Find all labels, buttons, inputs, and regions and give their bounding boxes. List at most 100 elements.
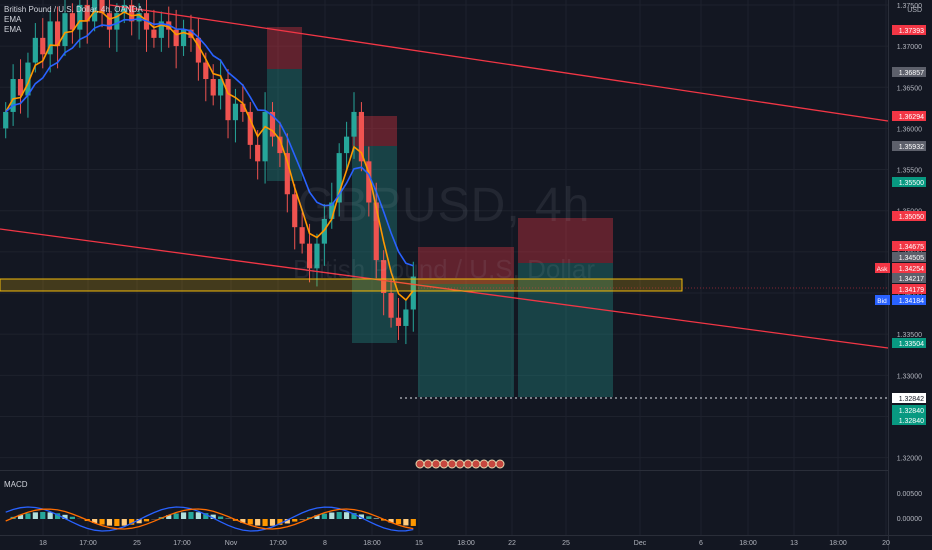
price-tag-value: 1.32840 xyxy=(899,408,924,415)
price-tag-value: 1.34254 xyxy=(899,266,924,273)
candle-body xyxy=(17,79,24,96)
price-tag-value: 1.37393 xyxy=(899,28,924,35)
candle-body xyxy=(25,62,31,96)
candle-body xyxy=(62,13,68,47)
macd-legend[interactable]: MACD xyxy=(4,480,28,489)
price-tag xyxy=(892,177,926,187)
macd-hist xyxy=(32,512,38,519)
candle-body xyxy=(10,79,16,112)
stop-zone xyxy=(352,116,397,146)
stop-zone xyxy=(518,218,613,263)
price-tag-value: 1.34217 xyxy=(899,276,924,283)
macd-hist xyxy=(143,519,150,522)
candle-body xyxy=(40,37,46,55)
price-tag xyxy=(892,111,926,121)
macd-hist xyxy=(47,512,53,519)
candle-body xyxy=(373,202,379,261)
candle-body xyxy=(210,79,216,96)
macd-hist xyxy=(403,519,409,526)
candle-body xyxy=(410,276,416,310)
time-tick: 25 xyxy=(562,540,570,547)
time-tick: 18:00 xyxy=(829,540,847,547)
macd-hist xyxy=(269,519,276,526)
macd-hist xyxy=(92,519,98,524)
macd-hist xyxy=(247,519,253,525)
candle-body xyxy=(344,136,350,154)
price-tag-value: 1.32840 xyxy=(899,418,924,425)
price-tag-label-bg xyxy=(875,263,890,273)
price-tick: 1.33500 xyxy=(897,332,922,339)
ema-legend-1[interactable]: EMA xyxy=(4,15,22,24)
candle-body xyxy=(54,21,61,47)
macd-hist xyxy=(240,519,246,523)
candle-body xyxy=(151,29,157,38)
target-zone xyxy=(418,284,514,397)
candle-body xyxy=(232,103,239,121)
economic-event-icon xyxy=(415,459,425,469)
ema-line xyxy=(5,17,414,267)
candle-body xyxy=(277,136,283,154)
drawings[interactable] xyxy=(0,4,889,399)
candle-body xyxy=(395,317,402,326)
macd-hist xyxy=(336,512,342,519)
macd-hist xyxy=(344,512,350,519)
ema-line xyxy=(5,10,414,302)
lower-trendline xyxy=(0,228,889,349)
macd-hist xyxy=(203,513,209,519)
time-axis[interactable]: 18 17:00 25 17:00 Nov 17:00 8 18:00 15 18:00 22 25 D… xyxy=(0,535,932,548)
macd-hist xyxy=(218,516,224,519)
economic-event-icon xyxy=(495,459,505,469)
signal-line xyxy=(5,508,414,530)
macd-hist xyxy=(136,519,142,524)
candle-body xyxy=(366,161,372,203)
time-tick: 20 xyxy=(882,540,890,547)
price-tag xyxy=(892,141,926,151)
time-tick: 18 xyxy=(39,540,47,547)
candle-body xyxy=(314,243,320,269)
time-tick: Dec xyxy=(634,540,647,547)
chart-legend: British Pound / U.S. Dollar, 4h, OANDA E… xyxy=(4,5,143,35)
candle-body xyxy=(329,202,335,219)
candle-body xyxy=(299,227,305,244)
price-tag xyxy=(892,241,926,251)
price-tick: 1.32000 xyxy=(897,456,922,463)
macd-hist xyxy=(17,514,24,519)
ema-legend-2[interactable]: EMA xyxy=(4,25,22,34)
macd-hist xyxy=(373,518,379,519)
candle-body xyxy=(203,62,209,80)
price-tag xyxy=(892,25,926,35)
candle-body xyxy=(99,0,105,14)
event-icons[interactable] xyxy=(415,459,505,469)
price-tag xyxy=(892,405,926,415)
macd-hist xyxy=(195,512,201,519)
candle-body xyxy=(106,13,113,30)
price-tag-value: 1.33504 xyxy=(899,341,924,348)
macd-hist xyxy=(210,514,216,519)
macd-hist xyxy=(262,519,268,526)
macd-hist xyxy=(329,512,335,519)
price-tag xyxy=(892,284,926,294)
time-tick: Nov xyxy=(225,540,238,547)
macd-hist xyxy=(277,519,283,525)
candle-body xyxy=(321,218,327,244)
macd-hist xyxy=(121,519,127,526)
stop-zone xyxy=(267,27,302,69)
macd-hist xyxy=(292,519,298,522)
candle-body xyxy=(358,111,365,162)
macd-hist xyxy=(106,519,113,526)
candle-body xyxy=(255,144,261,162)
economic-event-icon xyxy=(447,459,457,469)
candle-body xyxy=(129,4,135,22)
time-tick: 15 xyxy=(415,540,423,547)
macd-hist xyxy=(351,513,357,519)
time-tick: 25 xyxy=(133,540,141,547)
price-tag-value: 1.34179 xyxy=(899,287,924,294)
macd-hist xyxy=(173,513,179,519)
price-tag-label: Bid xyxy=(877,298,887,305)
price-tag-value: 1.32842 xyxy=(899,396,924,403)
upper-trendline xyxy=(109,4,889,122)
macd-hist xyxy=(284,519,290,524)
price-tag xyxy=(892,67,926,77)
